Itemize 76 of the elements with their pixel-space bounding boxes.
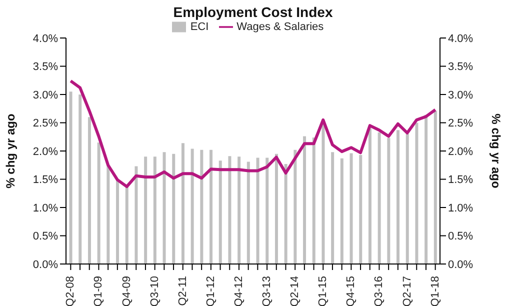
bar	[368, 128, 372, 264]
bar	[97, 142, 100, 264]
x-tick-label: Q2-17	[401, 276, 414, 306]
bar	[116, 179, 120, 264]
bar	[359, 154, 362, 264]
y-tick-label: 0.5%	[32, 230, 58, 243]
bar	[378, 132, 381, 264]
bar	[303, 136, 306, 264]
y-tick-label: 2.5%	[32, 118, 58, 130]
y-tick-label: 3.5%	[32, 61, 58, 74]
chart-title: Employment Cost Index	[172, 4, 334, 20]
bar	[162, 152, 166, 264]
bar	[284, 164, 288, 264]
x-tick-label: Q2-08	[64, 276, 77, 306]
y2-tick-label: 2.0%	[448, 146, 474, 158]
y-tick-label: 1.0%	[32, 202, 58, 214]
y2-tick-label: 2.5%	[448, 118, 474, 130]
bar	[69, 92, 72, 264]
bar	[78, 94, 82, 264]
bar	[350, 153, 353, 264]
bar	[312, 137, 316, 264]
y2-tick-label: 1.0%	[448, 202, 474, 214]
y-tick-label: 1.5%	[32, 174, 58, 186]
bar	[331, 152, 334, 264]
bar	[218, 160, 222, 264]
bar	[106, 165, 110, 264]
bar	[415, 122, 418, 264]
bar	[424, 114, 428, 264]
bar	[210, 150, 213, 264]
line-series	[69, 79, 437, 188]
bar	[434, 110, 437, 264]
x-tick-label: Q3-13	[261, 276, 274, 306]
bar	[200, 150, 204, 264]
x-tick-label: Q3-10	[148, 276, 161, 306]
bar	[387, 138, 390, 264]
x-tick-label: Q2-11	[176, 276, 189, 306]
bar	[153, 156, 156, 264]
x-tick-label: Q4-12	[232, 276, 245, 306]
legend-label: ECI	[190, 20, 209, 33]
x-tick-label: Q1-12	[204, 276, 217, 306]
x-tick-label: Q2-14	[289, 276, 302, 306]
bar	[190, 148, 194, 264]
bar	[228, 156, 232, 264]
bar	[274, 154, 278, 264]
x-tick-label: Q1-09	[92, 276, 105, 306]
bar	[246, 162, 250, 264]
bar	[238, 156, 241, 264]
y-tick-label: 0.0%	[32, 258, 58, 271]
y-tick-label: 3.0%	[32, 89, 58, 102]
bar	[266, 158, 269, 264]
y2-tick-label: 1.5%	[448, 174, 474, 186]
y-tick-label: 2.0%	[32, 146, 58, 158]
bar	[294, 150, 297, 264]
x-tick-label: Q1-18	[429, 276, 442, 306]
y2-tick-label: 0.5%	[448, 230, 474, 243]
y2-axis-title: % chg yr ago	[488, 114, 503, 188]
y2-tick-label: 3.5%	[448, 61, 474, 74]
y2-tick-label: 4.0%	[448, 32, 474, 45]
bar	[144, 156, 148, 264]
bar	[340, 158, 344, 264]
y2-tick-label: 0.0%	[448, 258, 474, 271]
legend-label: Wages & Salaries	[236, 20, 324, 33]
x-tick-label: Q1-15	[317, 276, 330, 306]
y2-tick-label: 3.0%	[448, 89, 474, 102]
y-tick-label: 4.0%	[32, 32, 58, 45]
bar	[88, 117, 91, 264]
bar	[181, 143, 184, 264]
bar	[134, 166, 138, 264]
x-tick-label: Q4-09	[120, 276, 133, 306]
bar	[256, 158, 260, 264]
x-tick-label: Q3-16	[373, 276, 386, 306]
bar	[396, 130, 400, 264]
bar	[406, 134, 409, 264]
bar	[172, 154, 176, 264]
y-axis-title: % chg yr ago	[3, 114, 18, 188]
x-tick-label: Q4-15	[345, 276, 358, 306]
